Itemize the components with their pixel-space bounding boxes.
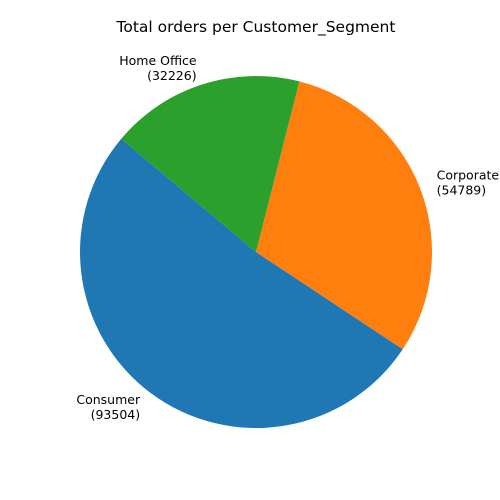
pie-label-home-office: Home Office (32226) (119, 53, 197, 83)
pie-slices (79, 76, 432, 429)
pie-label-name: Consumer (76, 392, 141, 407)
pie-labels: Consumer (93504) Corporate (54789) Home Offi… (76, 53, 499, 422)
pie-label-consumer: Consumer (93504) (76, 392, 141, 422)
pie-slice-consumer (79, 138, 403, 429)
pie-label-value: (32226) (147, 68, 197, 83)
pie-label-value: (54789) (437, 182, 487, 197)
pie-label-corporate: Corporate (54789) (437, 167, 500, 197)
pie-label-name: Corporate (437, 167, 500, 182)
pie-slice-home-office (121, 76, 300, 252)
pie-label-name: Home Office (119, 53, 197, 68)
chart-title: Total orders per Customer_Segment (116, 18, 396, 37)
pie-label-value: (93504) (91, 407, 141, 422)
pie-slice-corporate (256, 81, 432, 350)
